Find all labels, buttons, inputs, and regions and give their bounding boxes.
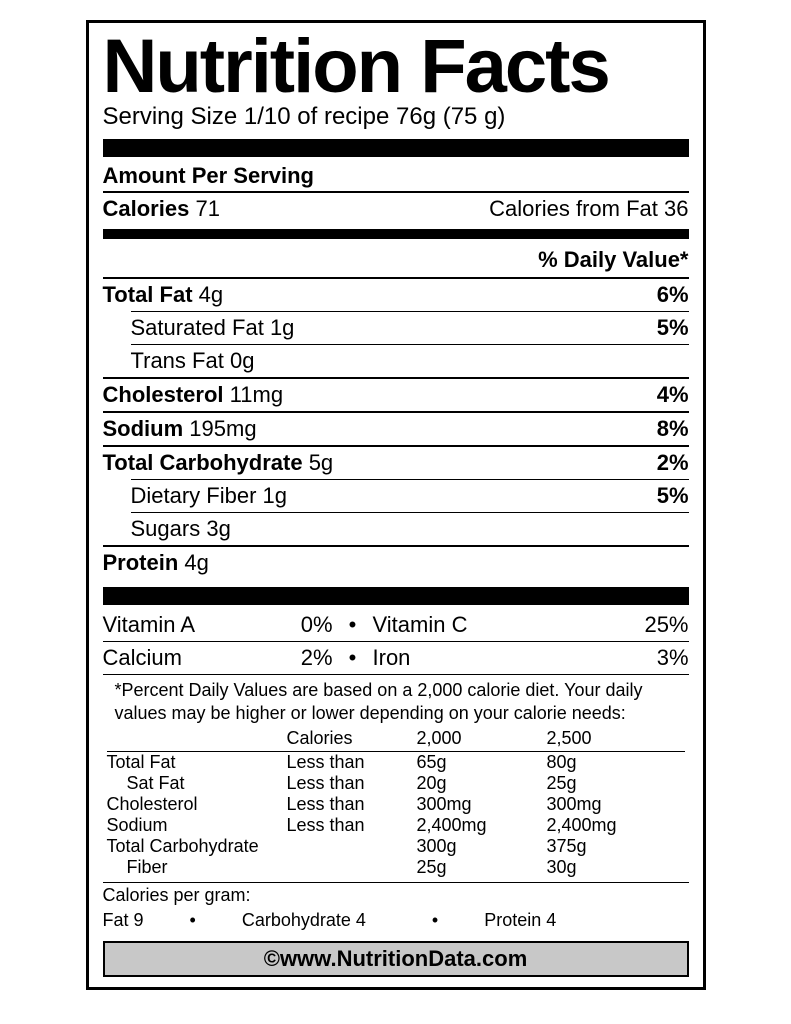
calories-row: Calories 71 Calories from Fat 36	[103, 193, 689, 225]
footnote: *Percent Daily Values are based on a 2,0…	[103, 675, 689, 726]
total-carb-label: Total Carbohydrate	[103, 450, 303, 475]
nutrition-label: Nutrition Facts Serving Size 1/10 of rec…	[86, 20, 706, 990]
total-fat-row: Total Fat 4g 6%	[103, 279, 689, 311]
protein-row: Protein 4g	[103, 547, 689, 579]
vitamin-c-dv: 25%	[533, 612, 689, 638]
iron-dv: 3%	[533, 645, 689, 671]
bullet-icon: •	[184, 910, 202, 931]
fiber-amount: 1g	[263, 483, 287, 508]
sodium-row: Sodium 195mg 8%	[103, 413, 689, 445]
sugars-row: Sugars 3g	[131, 513, 689, 545]
cholesterol-row: Cholesterol 11mg 4%	[103, 379, 689, 411]
vitamin-row-2: Calcium 2% • Iron 3%	[103, 642, 689, 674]
cpg-row: Fat 9 • Carbohydrate 4 • Protein 4	[103, 910, 689, 937]
ref-row: Sat FatLess than20g25g	[103, 773, 689, 794]
ref-h4: 2,500	[543, 728, 689, 751]
source-bar: ©www.NutritionData.com	[103, 941, 689, 977]
sat-fat-label: Saturated Fat	[131, 315, 264, 340]
sat-fat-amount: 1g	[270, 315, 294, 340]
bullet-icon: •	[333, 612, 373, 638]
vitamin-row-1: Vitamin A 0% • Vitamin C 25%	[103, 609, 689, 641]
ref-h3: 2,000	[413, 728, 543, 751]
sodium-label: Sodium	[103, 416, 184, 441]
divider-med	[103, 229, 689, 239]
ref-row: Fiber25g30g	[103, 857, 689, 878]
total-fat-dv: 6%	[657, 282, 689, 308]
cpg-prot: Protein 4	[484, 910, 556, 931]
ref-row: CholesterolLess than300mg300mg	[103, 794, 689, 815]
calories-label: Calories	[103, 196, 190, 221]
vitamin-c-label: Vitamin C	[373, 612, 533, 638]
cholesterol-amount: 11mg	[230, 382, 283, 407]
iron-label: Iron	[373, 645, 533, 671]
calcium-dv: 2%	[263, 645, 333, 671]
calories-from-fat-value: 36	[664, 196, 688, 221]
cpg-carb: Carbohydrate 4	[242, 910, 366, 931]
divider-thick-2	[103, 587, 689, 605]
ref-h1	[103, 728, 283, 751]
amount-per-serving: Amount Per Serving	[103, 161, 689, 191]
reference-table: Calories 2,000 2,500 Total FatLess than6…	[103, 728, 689, 878]
sat-fat-dv: 5%	[657, 315, 689, 341]
sodium-dv: 8%	[657, 416, 689, 442]
label-title: Nutrition Facts	[103, 33, 689, 101]
cholesterol-dv: 4%	[657, 382, 689, 408]
ref-row: Total FatLess than65g80g	[103, 752, 689, 773]
ref-h2: Calories	[283, 728, 413, 751]
calcium-label: Calcium	[103, 645, 263, 671]
sat-fat-row: Saturated Fat 1g 5%	[131, 312, 689, 344]
sodium-amount: 195mg	[189, 416, 256, 441]
total-carb-amount: 5g	[309, 450, 333, 475]
vitamin-a-label: Vitamin A	[103, 612, 263, 638]
sugars-amount: 3g	[206, 516, 230, 541]
dv-header: % Daily Value*	[103, 243, 689, 277]
total-carb-dv: 2%	[657, 450, 689, 476]
calories-from-fat-label: Calories from Fat	[489, 196, 658, 221]
divider-thick	[103, 139, 689, 157]
ref-row: Total Carbohydrate300g375g	[103, 836, 689, 857]
protein-label: Protein	[103, 550, 179, 575]
cpg-label: Calories per gram:	[103, 883, 689, 910]
total-fat-label: Total Fat	[103, 282, 193, 307]
fiber-dv: 5%	[657, 483, 689, 509]
cholesterol-label: Cholesterol	[103, 382, 224, 407]
bullet-icon: •	[333, 645, 373, 671]
trans-fat-row: Trans Fat 0g	[131, 345, 689, 377]
trans-fat-label: Trans Fat	[131, 348, 224, 373]
sugars-label: Sugars	[131, 516, 201, 541]
fiber-row: Dietary Fiber 1g 5%	[131, 480, 689, 512]
total-fat-amount: 4g	[199, 282, 223, 307]
total-carb-row: Total Carbohydrate 5g 2%	[103, 447, 689, 479]
protein-amount: 4g	[184, 550, 208, 575]
calories-value: 71	[195, 196, 219, 221]
vitamin-a-dv: 0%	[263, 612, 333, 638]
ref-row: SodiumLess than2,400mg2,400mg	[103, 815, 689, 836]
bullet-icon: •	[426, 910, 444, 931]
cpg-fat: Fat 9	[103, 910, 144, 931]
trans-fat-amount: 0g	[230, 348, 254, 373]
fiber-label: Dietary Fiber	[131, 483, 257, 508]
